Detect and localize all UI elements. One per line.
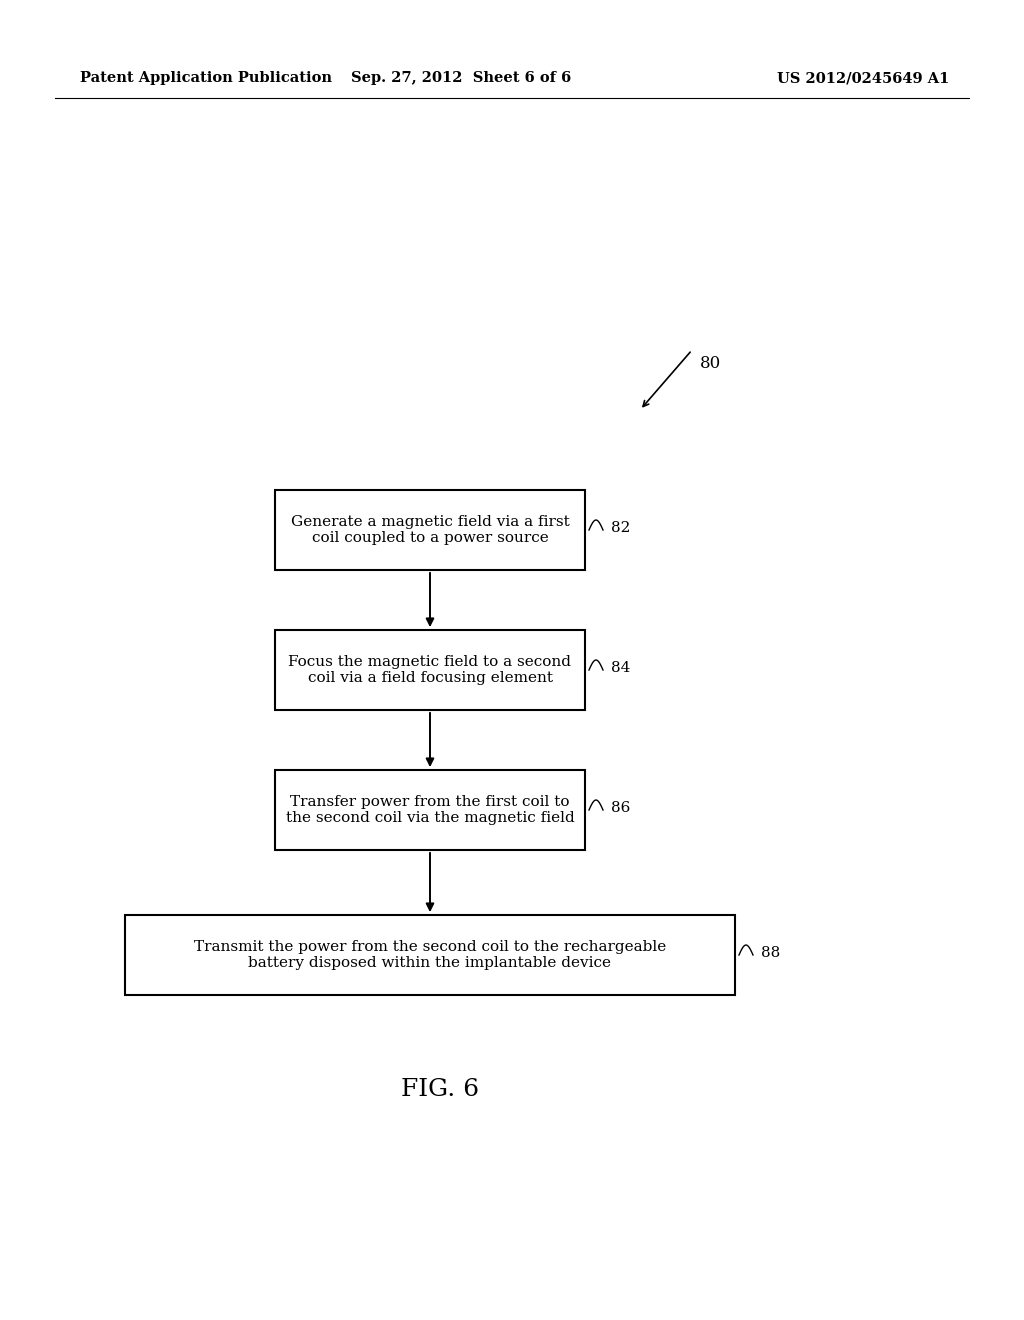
FancyBboxPatch shape [275, 490, 585, 570]
Text: 86: 86 [611, 801, 631, 814]
Text: Sep. 27, 2012  Sheet 6 of 6: Sep. 27, 2012 Sheet 6 of 6 [350, 71, 571, 84]
Text: 82: 82 [611, 521, 631, 535]
Text: Transmit the power from the second coil to the rechargeable
battery disposed wit: Transmit the power from the second coil … [194, 940, 667, 970]
FancyBboxPatch shape [275, 770, 585, 850]
Text: Generate a magnetic field via a first
coil coupled to a power source: Generate a magnetic field via a first co… [291, 515, 569, 545]
Text: Transfer power from the first coil to
the second coil via the magnetic field: Transfer power from the first coil to th… [286, 795, 574, 825]
Text: 84: 84 [611, 661, 631, 675]
Text: Patent Application Publication: Patent Application Publication [80, 71, 332, 84]
Text: US 2012/0245649 A1: US 2012/0245649 A1 [776, 71, 949, 84]
FancyBboxPatch shape [275, 630, 585, 710]
Text: 80: 80 [700, 355, 721, 371]
Text: 88: 88 [761, 946, 780, 960]
FancyBboxPatch shape [125, 915, 735, 995]
Text: Focus the magnetic field to a second
coil via a field focusing element: Focus the magnetic field to a second coi… [289, 655, 571, 685]
Text: FIG. 6: FIG. 6 [401, 1078, 479, 1101]
